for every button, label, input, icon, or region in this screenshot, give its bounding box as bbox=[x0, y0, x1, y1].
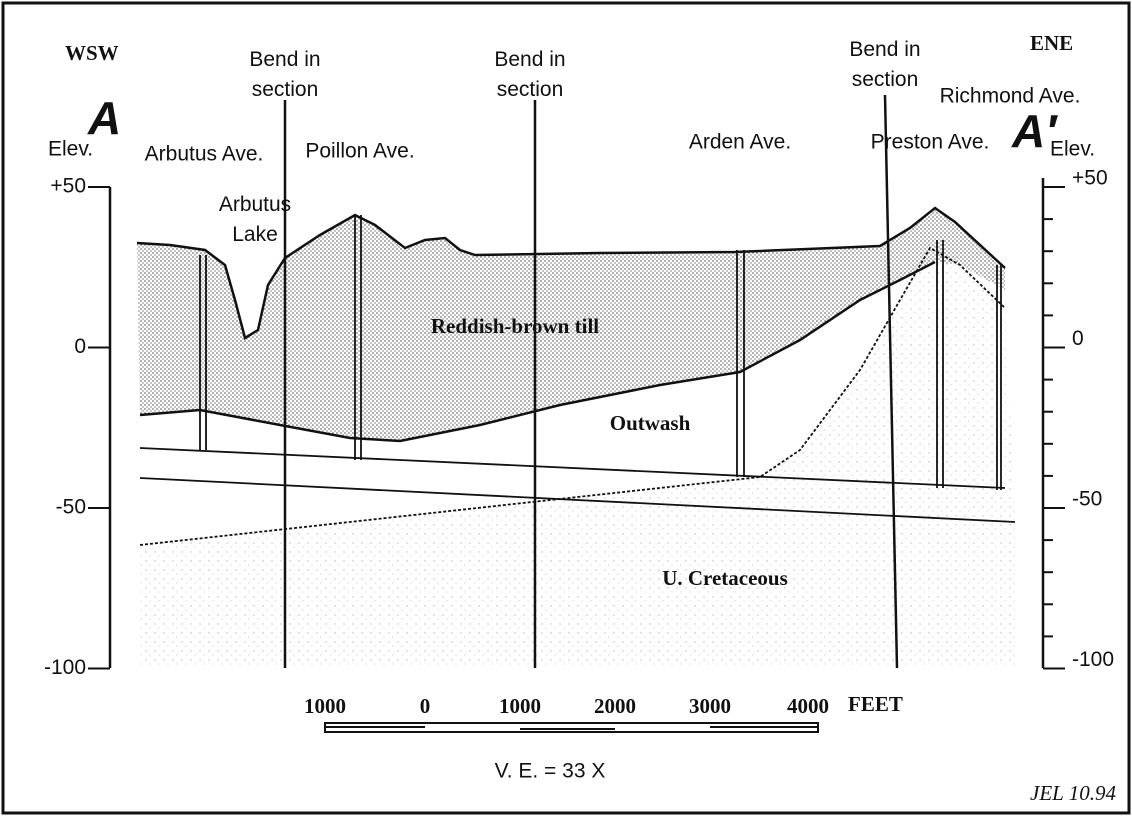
scale-label: 0 bbox=[420, 694, 431, 718]
cross-section: +500-50-100+500-50-100 WSW ENE A A′ Elev… bbox=[0, 0, 1132, 816]
tick-label: -100 bbox=[44, 656, 86, 679]
axis-label: Elev. bbox=[48, 138, 93, 161]
direction: WSW bbox=[65, 41, 119, 65]
tick-label: +50 bbox=[1072, 167, 1108, 190]
scale-label: 1000 bbox=[499, 694, 541, 718]
scale-label: 2000 bbox=[594, 694, 636, 718]
unit-label: Reddish-brown till bbox=[431, 314, 599, 338]
scale-label: 4000 bbox=[787, 694, 829, 718]
tick-label: 0 bbox=[74, 335, 86, 358]
street: Arden Ave. bbox=[689, 131, 791, 154]
axis-label: Elev. bbox=[1050, 138, 1095, 161]
tick-label: -50 bbox=[1072, 488, 1102, 511]
scale-unit: FEET bbox=[848, 692, 903, 716]
scale-label: 3000 bbox=[689, 694, 731, 718]
tick-label: -100 bbox=[1072, 648, 1114, 671]
street: Richmond Ave. bbox=[940, 85, 1081, 108]
tick-label: +50 bbox=[50, 175, 86, 198]
street: Poillon Ave. bbox=[305, 140, 414, 163]
unit-label: U. Cretaceous bbox=[662, 566, 788, 590]
unit-label: Outwash bbox=[610, 411, 691, 435]
scale-label: 1000 bbox=[304, 694, 346, 718]
signature: JEL 10.94 bbox=[1030, 781, 1116, 805]
tick-label: 0 bbox=[1072, 327, 1084, 350]
scale-labels: 1000 0 1000 2000 3000 4000 FEET bbox=[304, 692, 903, 718]
tick-label: -50 bbox=[56, 496, 86, 519]
direction: ENE bbox=[1030, 31, 1073, 55]
street: Preston Ave. bbox=[871, 131, 990, 154]
street: Arbutus Ave. bbox=[145, 143, 264, 166]
section-marker: A bbox=[87, 92, 121, 144]
vertical-exaggeration: V. E. = 33 X bbox=[495, 760, 606, 783]
